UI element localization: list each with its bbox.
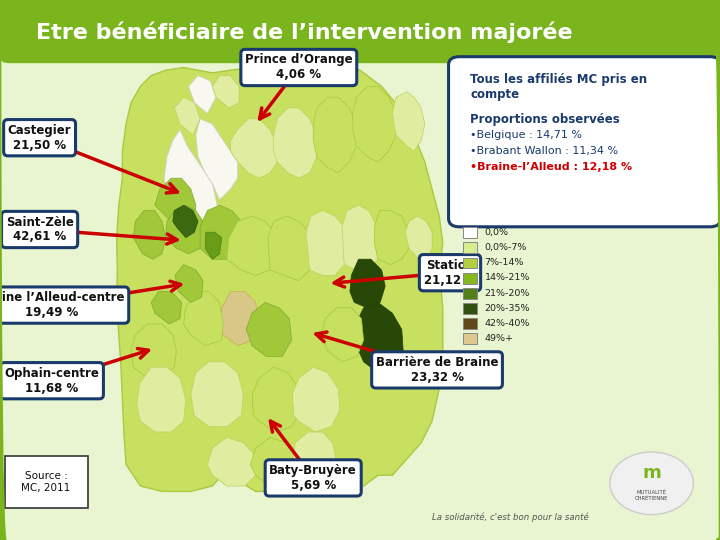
Polygon shape: [230, 119, 277, 178]
Text: Castegier
21,50 %: Castegier 21,50 %: [8, 124, 71, 152]
Text: Prince d’Orange
4,06 %: Prince d’Orange 4,06 %: [245, 53, 353, 82]
Polygon shape: [292, 432, 337, 486]
Polygon shape: [137, 367, 186, 432]
FancyBboxPatch shape: [0, 1, 720, 63]
Polygon shape: [350, 259, 385, 308]
Bar: [463, 273, 477, 284]
Polygon shape: [292, 367, 340, 432]
Circle shape: [610, 452, 693, 515]
Text: Baty-Bruyère
5,69 %: Baty-Bruyère 5,69 %: [269, 464, 357, 492]
Text: •Brabant Wallon : 11,34 %: •Brabant Wallon : 11,34 %: [470, 146, 618, 156]
Polygon shape: [342, 205, 380, 270]
Polygon shape: [196, 119, 238, 200]
Text: 42%-40%: 42%-40%: [485, 319, 530, 328]
Bar: [463, 227, 477, 238]
Polygon shape: [246, 302, 292, 356]
Text: •Belgique : 14,71 %: •Belgique : 14,71 %: [470, 130, 582, 140]
Polygon shape: [313, 97, 356, 173]
Polygon shape: [173, 205, 198, 238]
FancyBboxPatch shape: [449, 57, 720, 227]
Text: m: m: [642, 463, 661, 482]
Polygon shape: [184, 292, 223, 346]
Polygon shape: [174, 97, 200, 135]
Polygon shape: [356, 302, 403, 373]
Polygon shape: [306, 211, 347, 275]
Text: Station
21,12 %: Station 21,12 %: [423, 259, 477, 287]
Polygon shape: [189, 76, 216, 113]
Polygon shape: [175, 265, 203, 302]
Text: Ophain-centre
11,68 %: Ophain-centre 11,68 %: [4, 367, 99, 395]
Polygon shape: [220, 292, 259, 346]
Text: 21%-20%: 21%-20%: [485, 288, 530, 298]
Bar: [463, 318, 477, 329]
Bar: [463, 242, 477, 253]
Text: Etre bénéficiaire de l’intervention majorée: Etre bénéficiaire de l’intervention majo…: [36, 21, 572, 43]
Bar: [463, 333, 477, 344]
Polygon shape: [200, 205, 243, 259]
Text: 0,0%-7%: 0,0%-7%: [485, 243, 527, 252]
Text: 20%-35%: 20%-35%: [485, 303, 530, 313]
Polygon shape: [151, 292, 181, 324]
Text: 7%-14%: 7%-14%: [485, 258, 524, 267]
Polygon shape: [353, 86, 396, 162]
Polygon shape: [227, 216, 277, 275]
Polygon shape: [133, 211, 166, 259]
Polygon shape: [274, 108, 317, 178]
Text: Braine l’Alleud-centre
19,49 %: Braine l’Alleud-centre 19,49 %: [0, 291, 125, 319]
Polygon shape: [251, 437, 299, 486]
Text: •Braine-l’Alleud : 12,18 %: •Braine-l’Alleud : 12,18 %: [470, 162, 632, 172]
Bar: [463, 303, 477, 314]
Text: Proportions observées: Proportions observées: [470, 113, 620, 126]
Polygon shape: [252, 367, 301, 432]
Polygon shape: [268, 216, 313, 281]
Polygon shape: [405, 216, 432, 259]
Polygon shape: [392, 92, 425, 151]
Text: 14%-21%: 14%-21%: [485, 273, 530, 282]
Polygon shape: [131, 324, 176, 378]
Polygon shape: [191, 362, 243, 427]
Text: MUTUALITÉ
CHRÉTIENNE: MUTUALITÉ CHRÉTIENNE: [635, 490, 668, 501]
Text: La solidarité, c'est bon pour la santé: La solidarité, c'est bon pour la santé: [432, 512, 589, 522]
Polygon shape: [155, 178, 196, 232]
Bar: [463, 258, 477, 268]
Text: Barrière de Braine
23,32 %: Barrière de Braine 23,32 %: [376, 356, 498, 384]
FancyBboxPatch shape: [5, 456, 88, 508]
Text: 49%+: 49%+: [485, 334, 513, 343]
Polygon shape: [117, 65, 443, 491]
Bar: [463, 288, 477, 299]
Text: Tous les affiliés MC pris en
compte: Tous les affiliés MC pris en compte: [470, 73, 647, 101]
Polygon shape: [321, 308, 364, 362]
Polygon shape: [207, 437, 256, 486]
Text: Saint-Zèle
42,61 %: Saint-Zèle 42,61 %: [6, 215, 73, 244]
Polygon shape: [164, 130, 220, 243]
Text: Source :
MC, 2011: Source : MC, 2011: [22, 471, 71, 493]
Polygon shape: [166, 205, 205, 254]
Polygon shape: [212, 76, 239, 108]
Polygon shape: [374, 211, 409, 265]
Text: 0,0%: 0,0%: [485, 228, 508, 237]
Polygon shape: [205, 232, 222, 259]
